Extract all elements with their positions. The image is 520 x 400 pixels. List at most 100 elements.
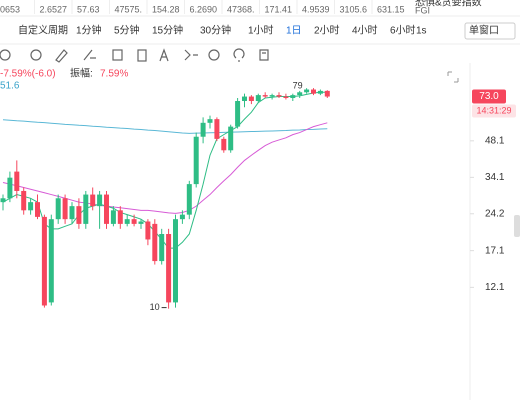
period-button[interactable]: 30分钟 bbox=[200, 24, 231, 37]
ticker-value[interactable]: 3105.6 bbox=[340, 4, 368, 14]
period-button[interactable]: 1分钟 bbox=[76, 24, 102, 37]
candle-body bbox=[138, 221, 144, 224]
ticker-value[interactable]: 6.2690 bbox=[190, 4, 218, 14]
side-tab[interactable] bbox=[514, 215, 520, 237]
period-button[interactable]: 自定义周期 bbox=[18, 24, 68, 37]
tool-icon[interactable] bbox=[259, 49, 269, 61]
ticker-value[interactable]: 47575. bbox=[115, 4, 143, 14]
candle-body bbox=[55, 198, 61, 220]
candle-body bbox=[83, 194, 89, 224]
tool-icon[interactable] bbox=[83, 49, 96, 61]
candle-body bbox=[324, 90, 330, 97]
candle-body bbox=[7, 177, 13, 199]
candle-body bbox=[124, 219, 130, 224]
candle-body bbox=[14, 171, 20, 191]
expand-icon[interactable] bbox=[447, 71, 459, 83]
tool-icon[interactable] bbox=[208, 49, 220, 61]
moving-average bbox=[2, 119, 328, 134]
candle-body bbox=[255, 95, 261, 102]
period-button[interactable]: 4小时 bbox=[352, 25, 378, 37]
candle-body bbox=[214, 119, 220, 139]
tool-icon[interactable] bbox=[30, 49, 42, 61]
y-tick-label: 17.1 bbox=[485, 245, 505, 256]
candle-body bbox=[248, 96, 254, 102]
candle-body bbox=[179, 214, 185, 220]
candle-body bbox=[228, 126, 234, 151]
tool-icon[interactable] bbox=[159, 48, 169, 62]
candle-body bbox=[152, 223, 158, 262]
candle-body bbox=[207, 119, 213, 123]
tool-icon[interactable] bbox=[55, 49, 68, 63]
candle-body bbox=[28, 202, 34, 211]
low-label: 10 bbox=[150, 302, 160, 312]
ticker-value[interactable]: 154.28 bbox=[152, 4, 180, 14]
candle-body bbox=[173, 219, 178, 303]
candle-body bbox=[290, 95, 296, 99]
candle-body bbox=[21, 190, 27, 211]
candle-body bbox=[242, 96, 247, 102]
candle-body bbox=[145, 221, 151, 240]
candle-body bbox=[269, 95, 275, 97]
y-tick-label: 34.1 bbox=[485, 172, 505, 183]
high-label: 79 bbox=[293, 81, 303, 91]
period-button[interactable]: 5分钟 bbox=[114, 24, 140, 37]
candle-body bbox=[131, 219, 137, 224]
amplitude-value: 7.59% bbox=[100, 69, 128, 80]
period-button[interactable]: 15分钟 bbox=[152, 24, 183, 37]
tool-icon[interactable] bbox=[112, 49, 123, 61]
ticker-value[interactable]: 631.15 bbox=[377, 4, 405, 14]
candle-body bbox=[69, 206, 75, 220]
price-tag bbox=[472, 89, 506, 104]
candle-body bbox=[35, 202, 40, 217]
candle-body bbox=[297, 92, 303, 96]
tool-icon[interactable] bbox=[184, 49, 198, 61]
tool-icon[interactable] bbox=[137, 49, 147, 62]
y-tick-label: 48.1 bbox=[485, 135, 505, 146]
candle-body bbox=[221, 138, 227, 151]
tool-icon[interactable] bbox=[0, 49, 11, 61]
candle-body bbox=[200, 122, 206, 137]
moving-average bbox=[2, 122, 328, 214]
ticker-value[interactable]: 57.63 bbox=[77, 4, 100, 14]
amplitude-label: 振幅: bbox=[70, 67, 93, 80]
candle-body bbox=[186, 184, 192, 215]
tool-icon[interactable] bbox=[233, 48, 245, 62]
y-tick-label: 24.2 bbox=[485, 208, 505, 219]
period-button[interactable]: 1小时 bbox=[248, 25, 274, 37]
candle-body bbox=[97, 194, 103, 207]
candle-body bbox=[276, 95, 282, 97]
ticker-value[interactable]: 4.9539 bbox=[302, 4, 330, 14]
y-tick-label: 12.1 bbox=[485, 282, 505, 293]
period-button[interactable]: 1日 bbox=[286, 26, 302, 37]
period-button[interactable]: 6小时 bbox=[390, 25, 416, 37]
fgi-title: 恐惧&贪婪指数 bbox=[415, 0, 482, 9]
candle-body bbox=[304, 89, 310, 93]
ticker-value[interactable]: 0653 bbox=[0, 4, 20, 14]
ma-value: 51.6 bbox=[0, 81, 20, 92]
change-text: -7.59%(-6.0) bbox=[0, 69, 56, 80]
candle-body bbox=[311, 89, 316, 94]
interval-button[interactable]: 1s bbox=[416, 26, 427, 37]
candle-body bbox=[159, 234, 165, 262]
candle-body bbox=[166, 234, 172, 303]
ticker-value[interactable]: 47368. bbox=[227, 4, 255, 14]
candle-body bbox=[117, 210, 123, 224]
drawing-tools bbox=[0, 48, 269, 63]
candle-body bbox=[193, 136, 199, 185]
window-button[interactable]: 单窗口 bbox=[469, 24, 499, 37]
ticker-value[interactable]: 2.6527 bbox=[40, 4, 68, 14]
candle-body bbox=[41, 216, 47, 306]
window-button-frame bbox=[464, 22, 516, 40]
candle-body bbox=[76, 206, 82, 224]
period-button[interactable]: 2小时 bbox=[314, 25, 340, 37]
fgi-label: FGI bbox=[415, 5, 430, 15]
moving-average bbox=[2, 91, 328, 249]
candle-body bbox=[317, 90, 323, 94]
candle-body bbox=[0, 198, 6, 203]
candle-body bbox=[48, 219, 54, 303]
ticker-value[interactable]: 171.41 bbox=[265, 4, 293, 14]
candle-body bbox=[104, 194, 109, 224]
candle-body bbox=[110, 210, 116, 224]
candle-body bbox=[235, 101, 241, 127]
